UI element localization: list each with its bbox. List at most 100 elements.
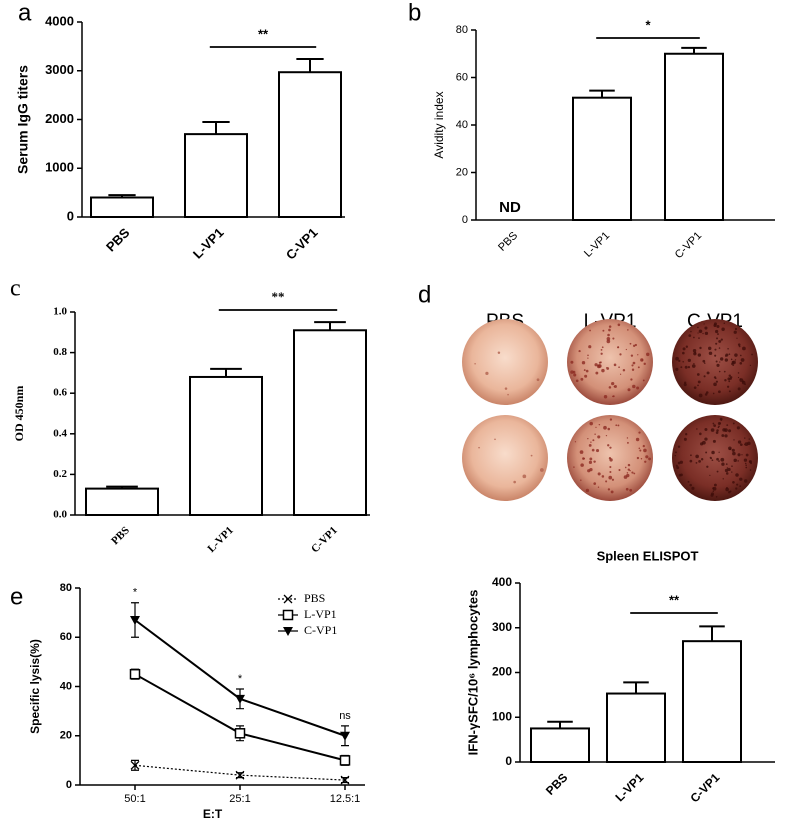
- spot: [593, 460, 596, 463]
- spot: [612, 395, 615, 398]
- marker: [130, 616, 140, 626]
- spot: [627, 388, 631, 392]
- spot: [737, 372, 740, 374]
- spot: [611, 381, 615, 386]
- spot: [712, 422, 715, 425]
- spot: [631, 364, 634, 367]
- spot: [710, 493, 714, 497]
- spot: [474, 363, 476, 365]
- spot: [718, 460, 720, 462]
- spot: [704, 437, 708, 441]
- spot: [694, 352, 697, 354]
- spot: [715, 329, 719, 334]
- spot: [570, 360, 574, 364]
- significance-label: *: [645, 17, 651, 32]
- spot: [613, 385, 615, 388]
- spot: [743, 479, 748, 483]
- spot: [724, 434, 728, 438]
- spot: [731, 448, 735, 452]
- spot: [721, 462, 725, 466]
- x-tick-label: L-VP1: [190, 225, 227, 262]
- spot: [610, 490, 614, 494]
- chart-panel: Spleen ELISPOT IFN-γSFC/10⁶ lymphocytes 0 1…: [465, 548, 775, 805]
- spot: [734, 327, 738, 331]
- spot: [589, 329, 591, 332]
- spot: [723, 322, 726, 325]
- panel-letter: e: [10, 583, 23, 610]
- spot: [631, 471, 634, 474]
- spot: [729, 448, 732, 451]
- spot: [675, 367, 679, 371]
- spot: [728, 380, 731, 383]
- panel-letter: d: [418, 281, 431, 308]
- spot: [603, 425, 607, 430]
- spot: [717, 390, 721, 394]
- bar: [184, 133, 248, 218]
- y-tick-label: 60: [456, 71, 468, 83]
- spot: [726, 486, 728, 489]
- marker: [129, 668, 141, 680]
- spot: [606, 339, 611, 344]
- spot: [608, 328, 611, 332]
- spot: [716, 429, 719, 432]
- spot: [726, 424, 729, 427]
- spot: [732, 364, 735, 367]
- spot: [682, 360, 684, 363]
- spot: [737, 453, 741, 457]
- value-label: ND: [499, 199, 521, 216]
- spot: [726, 385, 730, 388]
- spot: [728, 429, 732, 433]
- spot: [620, 373, 622, 375]
- spot: [704, 331, 709, 336]
- marker: [340, 775, 350, 785]
- spot: [734, 359, 737, 361]
- x-axis-label: E:T: [203, 807, 223, 821]
- spot: [720, 419, 723, 421]
- spot: [718, 451, 720, 453]
- spot: [602, 329, 605, 332]
- spot: [720, 457, 725, 462]
- spot: [702, 332, 704, 335]
- spot: [714, 354, 717, 357]
- x-tick-label: C-VP1: [283, 225, 321, 263]
- y-tick-label: 80: [456, 24, 468, 36]
- point-label: *: [133, 587, 138, 599]
- spot: [632, 361, 636, 365]
- error-bar: [623, 681, 649, 694]
- spot: [677, 445, 681, 448]
- spot: [630, 354, 634, 357]
- y-tick-label: 80: [60, 582, 72, 594]
- spot: [583, 369, 586, 372]
- spot: [585, 488, 590, 493]
- spot: [601, 346, 604, 349]
- spot: [727, 347, 729, 350]
- spot: [582, 457, 585, 460]
- spot: [607, 427, 611, 431]
- spot: [713, 376, 717, 379]
- spot: [578, 349, 581, 353]
- x-tick-label: PBS: [109, 524, 132, 547]
- error-bar: [547, 720, 573, 729]
- spot: [744, 437, 746, 439]
- spot: [632, 384, 636, 389]
- y-tick-label: 60: [60, 631, 72, 643]
- error-bar: [296, 58, 324, 73]
- spot: [735, 487, 738, 490]
- spot: [618, 366, 620, 369]
- spot: [597, 435, 601, 439]
- spot: [593, 482, 597, 485]
- spot: [728, 353, 731, 356]
- spot: [690, 454, 692, 457]
- spot: [590, 441, 592, 443]
- spot: [618, 469, 621, 472]
- y-tick-label: 20: [456, 166, 468, 178]
- y-tick-label: 0.2: [53, 468, 67, 480]
- spot: [732, 360, 736, 365]
- spot: [682, 351, 685, 355]
- spot: [713, 322, 717, 326]
- y-tick-label: 100: [492, 709, 512, 723]
- spot: [695, 454, 699, 459]
- spot: [731, 465, 733, 467]
